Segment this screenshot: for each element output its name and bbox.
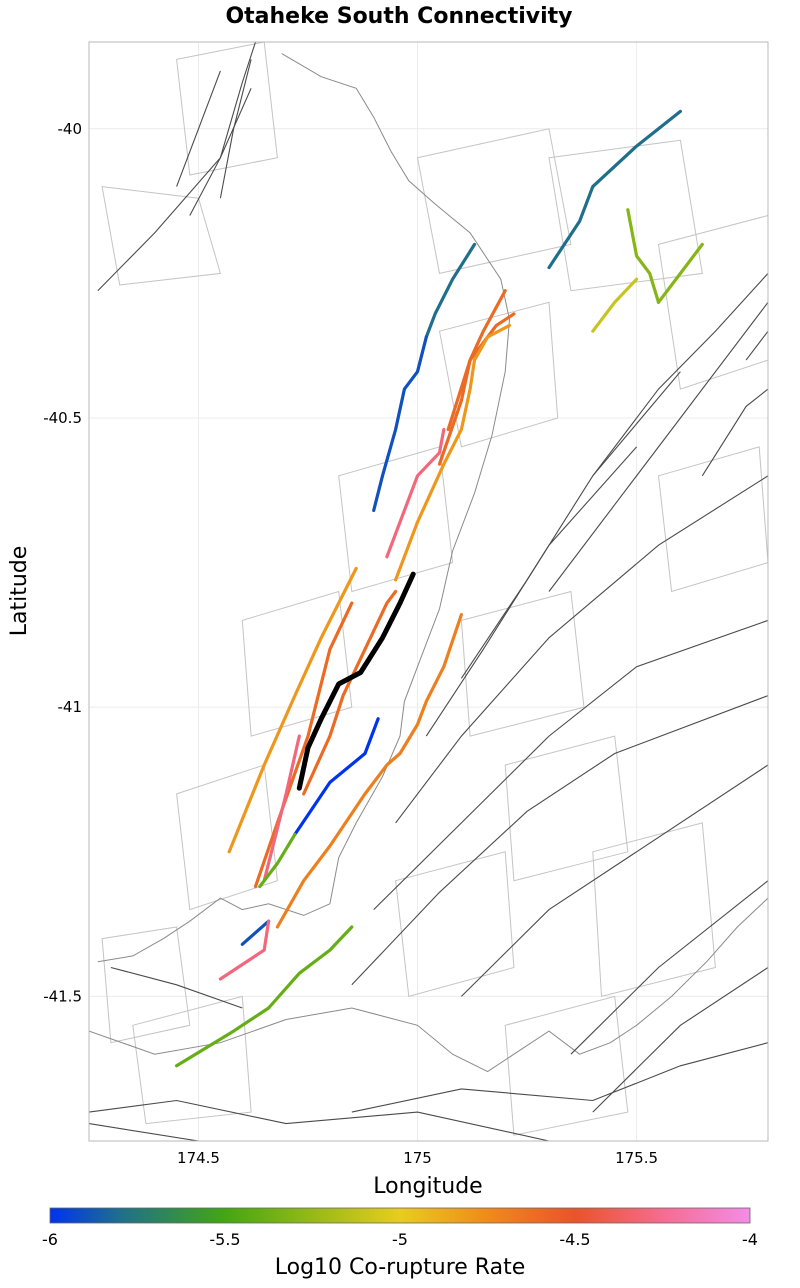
fault-section-box xyxy=(101,926,191,1044)
x-tick-label: 175.5 xyxy=(615,1149,658,1167)
background-fault xyxy=(395,475,768,824)
fault-section-box xyxy=(176,42,278,176)
y-axis-label: Latitude xyxy=(7,546,32,637)
background-fault xyxy=(745,330,768,361)
coastline-south xyxy=(89,897,768,1073)
grid-layer xyxy=(89,42,768,1141)
fault-section-box xyxy=(460,590,585,737)
target-fault-otaheke-south xyxy=(296,571,416,791)
y-tick-label: -41 xyxy=(58,698,83,716)
background-fault xyxy=(219,59,252,199)
background-fault xyxy=(425,446,638,737)
coastline-layer xyxy=(89,53,768,1073)
colorbar-tick-label: -4 xyxy=(742,1230,758,1249)
co-rupture-fault-9 xyxy=(385,427,446,559)
background-fault xyxy=(570,880,768,1055)
background-fault xyxy=(460,371,681,679)
co-rupture-fault-2 xyxy=(626,208,661,304)
y-tick-label: -40.5 xyxy=(43,409,82,427)
background-fault xyxy=(189,42,257,216)
co-rupture-fault-12 xyxy=(275,612,463,929)
colorbar-label: Log10 Co-rupture Rate xyxy=(275,1255,526,1280)
fault-section-box xyxy=(101,186,222,286)
co-rupture-fault-18 xyxy=(218,919,271,981)
rupture-layer xyxy=(175,109,704,1068)
background-fault xyxy=(373,619,768,910)
co-rupture-fault-0 xyxy=(547,109,683,270)
background-fault xyxy=(548,301,768,592)
co-rupture-fault-14 xyxy=(253,601,354,889)
y-tick-label: -40 xyxy=(58,120,83,138)
co-rupture-fault-17 xyxy=(240,919,271,946)
fault-section-box xyxy=(132,995,252,1125)
x-tick-label: 175 xyxy=(403,1149,432,1167)
co-rupture-fault-4 xyxy=(591,277,639,333)
co-rupture-fault-13 xyxy=(227,566,358,854)
fault-section-box xyxy=(416,128,572,274)
background-fault xyxy=(592,967,768,1113)
x-axis-label: Longitude xyxy=(373,1174,482,1199)
fault-section-box xyxy=(504,735,629,882)
coastline-north-island xyxy=(97,53,511,963)
x-tick-labels: 174.5 175 175.5 xyxy=(177,1149,658,1167)
x-tick-label: 174.5 xyxy=(177,1149,220,1167)
target-fault-layer xyxy=(296,571,416,791)
y-tick-label: -41.5 xyxy=(43,987,82,1005)
background-fault xyxy=(176,70,221,187)
background-fault xyxy=(701,388,768,477)
fault-section-box xyxy=(338,446,454,593)
plot-area xyxy=(89,42,768,1141)
colorbar-tick-labels: -6 -5.5 -5 -4.5 -4 xyxy=(42,1230,758,1249)
co-rupture-fault-5 xyxy=(372,335,428,513)
colorbar-tick-label: -5 xyxy=(392,1230,408,1249)
background-fault xyxy=(97,88,252,292)
fault-section-box xyxy=(504,995,629,1136)
co-rupture-fault-16 xyxy=(258,832,297,889)
fault-section-box xyxy=(657,214,768,390)
colorbar xyxy=(49,1207,751,1224)
fault-section-box xyxy=(657,446,768,593)
background-fault xyxy=(592,273,768,477)
co-rupture-fault-15 xyxy=(262,734,301,883)
co-rupture-fault-11 xyxy=(302,589,398,796)
chart-title: Otaheke South Connectivity xyxy=(225,4,572,29)
plot-frame xyxy=(88,41,769,1142)
co-rupture-fault-19 xyxy=(175,925,354,1068)
fault-section-box xyxy=(395,851,515,998)
background-fault-layer xyxy=(89,42,768,1141)
co-rupture-fault-8 xyxy=(394,323,512,582)
fault-section-box xyxy=(176,764,278,911)
background-fault xyxy=(351,1042,768,1113)
background-fault xyxy=(110,966,243,1009)
background-fault xyxy=(351,695,768,986)
co-rupture-fault-3 xyxy=(656,242,704,304)
background-fault xyxy=(89,1123,199,1141)
background-fault xyxy=(461,764,768,997)
fault-section-box xyxy=(241,590,353,737)
colorbar-tick-label: -6 xyxy=(42,1230,58,1249)
colorbar-tick-label: -5.5 xyxy=(209,1230,240,1249)
co-rupture-fault-10 xyxy=(293,717,380,837)
y-tick-labels: -40 -40.5 -41 -41.5 xyxy=(43,120,82,1006)
background-fault xyxy=(89,1099,550,1141)
colorbar-tick-label: -4.5 xyxy=(559,1230,590,1249)
co-rupture-fault-1 xyxy=(424,242,477,339)
